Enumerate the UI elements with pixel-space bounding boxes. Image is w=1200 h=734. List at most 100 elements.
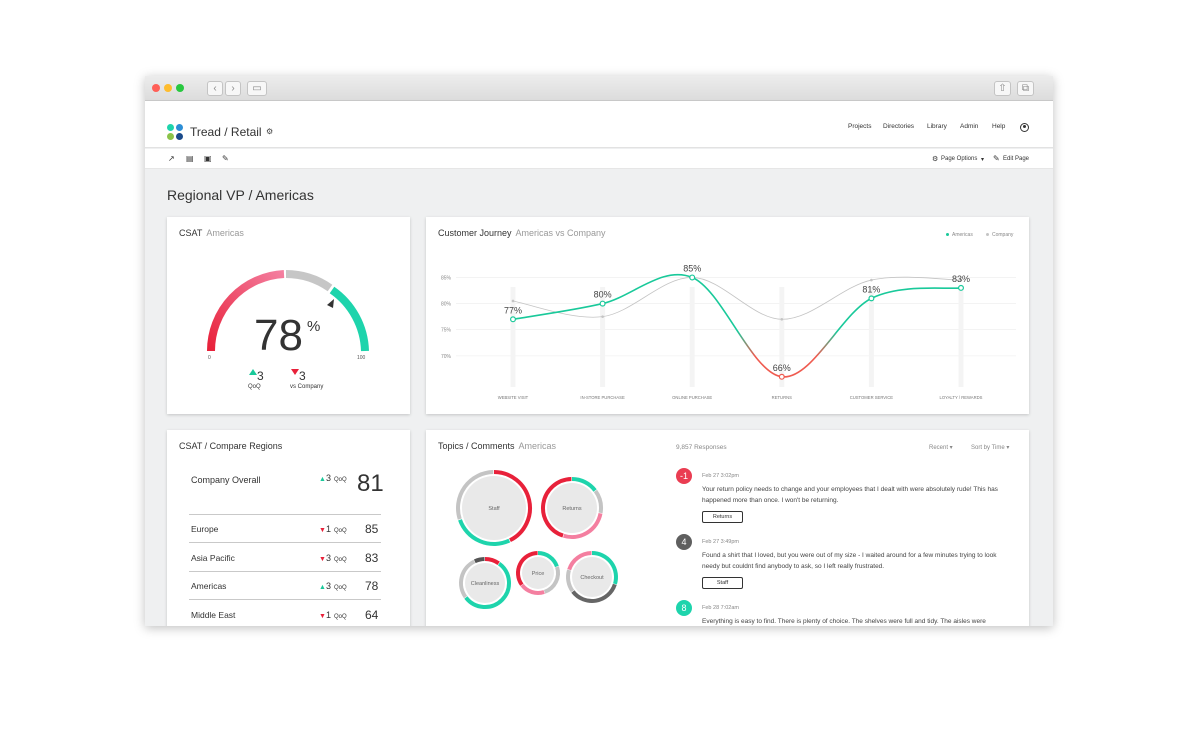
share-icon[interactable]: ⇧: [994, 81, 1011, 96]
bubble-segment: [484, 557, 500, 566]
bubble-segment: [571, 583, 617, 603]
close-window-button[interactable]: [152, 84, 160, 92]
category-column: [958, 287, 964, 387]
category-column: [510, 287, 516, 387]
bubble-segment: [591, 551, 618, 585]
bubble-segment: [571, 477, 597, 492]
document-icon[interactable]: ▤: [186, 154, 194, 163]
nav-library[interactable]: Library: [927, 123, 947, 130]
nav-help[interactable]: Help: [992, 123, 1006, 130]
score-badge: -1: [676, 468, 692, 484]
bubble-fill: [547, 483, 597, 533]
csat-card: CSAT Americas 78 % 0 100 3 QoQ 3 vs Compa…: [167, 217, 410, 414]
bubble-label: Returns: [562, 506, 582, 512]
americas-point: [689, 274, 696, 281]
region-delta: ▼1 QoQ: [319, 524, 347, 534]
americas-point: [868, 295, 875, 302]
customer-journey-card: Customer Journey Americas vs Company Amer…: [426, 217, 1029, 414]
bubble-segment: [456, 470, 494, 520]
sidebar-toggle-icon[interactable]: ▭: [247, 81, 267, 96]
score-badge: 4: [676, 534, 692, 550]
comment-date: Feb 28 7:02am: [702, 605, 739, 611]
share-arrow-icon[interactable]: ↗: [168, 154, 175, 163]
region-value: 78: [365, 579, 379, 593]
category-column: [689, 287, 695, 387]
compare-card-title: CSAT / Compare Regions: [179, 441, 283, 451]
bubble-segment: [566, 569, 575, 593]
data-label: 80%: [594, 290, 612, 300]
americas-point: [509, 316, 516, 323]
region-delta: ▲3 QoQ: [319, 581, 347, 591]
region-name: Europe: [191, 524, 219, 534]
bubble-fill: [462, 476, 526, 540]
comment-text: Everything is easy to find. There is ple…: [702, 618, 986, 625]
page-title: Regional VP / Americas: [167, 187, 314, 203]
export-icon[interactable]: ▣: [204, 154, 212, 163]
data-label: 77%: [504, 305, 522, 315]
journey-line-chart: 85% 80% 75% 70% WEBSITE VISIT IN-STORE PURCHA…: [441, 263, 1016, 400]
y-tick-label: 75%: [441, 328, 452, 334]
nav-directories[interactable]: Directories: [883, 123, 915, 130]
edit-pencil-icon: ✎: [993, 154, 1000, 163]
overall-value: 81: [357, 470, 384, 497]
qoq-delta-label: QoQ: [248, 384, 261, 390]
bubble-label: Staff: [488, 506, 500, 512]
legend-americas: Americas: [946, 232, 973, 238]
gauge-arc-grey: [285, 270, 333, 292]
legend-company: Company: [986, 232, 1013, 238]
category-column: [600, 287, 606, 387]
back-button[interactable]: ‹: [207, 81, 223, 96]
settings-gear-icon[interactable]: ⚙: [266, 127, 274, 136]
gauge-min-label: 0: [208, 355, 211, 361]
comment-tag-button[interactable]: Staff: [702, 577, 743, 589]
bubble-segment: [458, 519, 511, 546]
csat-value: 78: [254, 311, 303, 360]
comment-tag-button[interactable]: Returns: [702, 511, 743, 523]
up-arrow-icon: [249, 369, 257, 375]
americas-point: [599, 300, 606, 307]
category-column: [779, 287, 785, 387]
x-tick-label: CUSTOMER SERVICE: [850, 395, 894, 400]
divider: [189, 514, 381, 515]
divider: [189, 599, 381, 600]
x-tick-label: WEBSITE VISIT: [498, 395, 529, 400]
bubble-label: Checkout: [580, 575, 604, 581]
tabs-icon[interactable]: ⧉: [1017, 81, 1034, 96]
forward-button[interactable]: ›: [225, 81, 241, 96]
company-point: [870, 278, 873, 282]
pin-icon[interactable]: ✎: [222, 154, 229, 163]
browser-window: ‹ › ▭ ⇧ ⧉ Tread / Retail ⚙ Projects Dire…: [145, 76, 1053, 626]
user-profile-icon[interactable]: [1020, 123, 1029, 132]
page-options-gear-icon: ⚙: [932, 156, 939, 163]
region-name: Middle East: [191, 609, 236, 620]
bubble-segment: [563, 512, 603, 539]
bubble-segment: [541, 477, 572, 538]
divider: [189, 542, 381, 543]
topic-bubbles: Staff Returns Cleanliness Price Checkout: [456, 470, 618, 609]
edit-page-button[interactable]: Edit Page: [1003, 156, 1030, 162]
bubble-label: Price: [532, 571, 545, 577]
bubble-segment: [516, 551, 538, 586]
x-tick-label: IN-STORE PURCHASE: [580, 395, 625, 400]
bubble-label: Cleanliness: [471, 581, 500, 587]
minimize-window-button[interactable]: [164, 84, 172, 92]
divider: [189, 570, 381, 572]
y-tick-label: 85%: [441, 275, 452, 281]
page-options-button[interactable]: Page Options: [941, 156, 978, 162]
data-label: 66%: [773, 363, 791, 373]
brand-logo-icon: [167, 124, 184, 141]
recent-filter-dropdown[interactable]: Recent ▾: [929, 445, 953, 451]
comment-text: Your return policy needs to change and y…: [702, 486, 998, 504]
nav-projects[interactable]: Projects: [848, 123, 872, 130]
sort-by-time-dropdown[interactable]: Sort by Time ▾: [971, 445, 1010, 451]
overall-name: Company Overall: [191, 475, 261, 485]
csat-card-title: CSAT Americas: [179, 228, 244, 238]
overall-delta: ▲3 QoQ: [319, 473, 347, 483]
americas-point: [778, 373, 785, 380]
nav-admin[interactable]: Admin: [960, 123, 979, 130]
csat-gauge: 78 % 0 100 3 QoQ 3 vs Company: [206, 270, 369, 390]
bubble-segment: [473, 557, 485, 564]
zoom-window-button[interactable]: [176, 84, 184, 92]
app-title: Tread / Retail: [190, 125, 262, 139]
csat-unit: %: [307, 318, 320, 335]
